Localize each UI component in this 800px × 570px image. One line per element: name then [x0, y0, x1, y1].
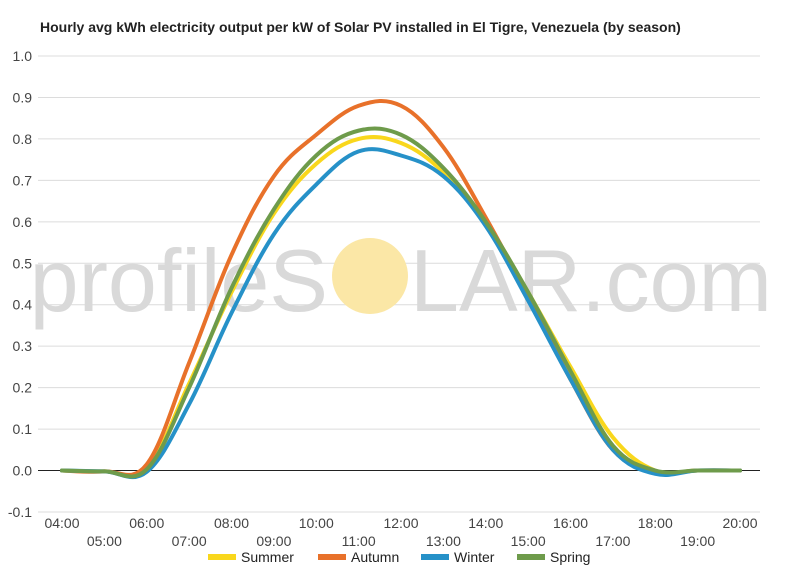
y-tick-label: 0.8: [13, 131, 33, 147]
y-tick-label: 0.9: [13, 89, 33, 105]
legend-label: Spring: [550, 549, 591, 565]
legend-item-summer[interactable]: Summer: [208, 549, 294, 565]
y-tick-label: 0.5: [13, 255, 33, 271]
x-tick-label: 04:00: [44, 515, 79, 531]
x-tick-label: 17:00: [595, 533, 630, 548]
y-tick-label: -0.1: [8, 504, 32, 520]
watermark-text-left: profileS: [30, 231, 328, 330]
x-tick-label: 08:00: [214, 515, 249, 531]
y-tick-label: 0.0: [13, 463, 33, 479]
x-tick-label: 12:00: [383, 515, 418, 531]
x-tick-label: 19:00: [680, 533, 715, 548]
legend-item-winter[interactable]: Winter: [421, 549, 494, 565]
x-tick-label: 11:00: [342, 533, 376, 548]
x-tick-label: 15:00: [511, 533, 546, 548]
x-tick-label: 06:00: [129, 515, 164, 531]
x-tick-label: 20:00: [722, 515, 757, 531]
y-tick-label: 0.2: [13, 380, 33, 396]
x-tick-label: 07:00: [172, 533, 207, 548]
y-tick-label: 1.0: [13, 48, 33, 64]
legend-item-autumn[interactable]: Autumn: [318, 549, 399, 565]
legend: Summer Autumn Winter Spring: [0, 549, 800, 569]
gridlines: [38, 55, 760, 513]
legend-swatch: [208, 554, 236, 560]
legend-swatch: [318, 554, 346, 560]
watermark-sun: [332, 238, 408, 314]
series-lines: [60, 98, 742, 480]
x-tick-label: 18:00: [638, 515, 673, 531]
legend-item-spring[interactable]: Spring: [517, 549, 590, 565]
watermark: profileS LAR.com: [30, 231, 772, 330]
y-axis-ticks: -0.1 0.0 0.1 0.2 0.3 0.4 0.5 0.6 0.7 0.8 0.9 1.0: [8, 48, 32, 520]
series-line-spring: [60, 126, 742, 479]
y-tick-label: 0.6: [13, 214, 33, 230]
y-tick-label: 0.4: [13, 297, 33, 313]
x-tick-label: 13:00: [426, 533, 461, 548]
chart-title: Hourly avg kWh electricity output per kW…: [40, 19, 681, 35]
line-chart: profileS LAR.com -0.1 0.0 0.1 0.2 0.3 0.4 0.5 0…: [8, 48, 772, 548]
x-tick-label: 05:00: [87, 533, 122, 548]
legend-swatch: [517, 554, 545, 560]
x-axis-ticks: 04:00 05:00 06:00 07:00 08:00 09:00 10:00 11:00…: [44, 515, 757, 548]
x-tick-label: 10:00: [299, 515, 334, 531]
x-tick-label: 14:00: [468, 515, 503, 531]
series-line-winter: [60, 147, 742, 480]
x-tick-label: 16:00: [553, 515, 588, 531]
legend-label: Winter: [454, 549, 495, 565]
y-tick-label: 0.7: [13, 172, 33, 188]
watermark-text-right: LAR.com: [410, 231, 772, 330]
y-tick-label: 0.1: [13, 421, 33, 437]
legend-swatch: [421, 554, 449, 560]
y-tick-label: 0.3: [13, 338, 33, 354]
legend-label: Summer: [241, 549, 294, 565]
x-tick-label: 09:00: [256, 533, 291, 548]
legend-label: Autumn: [351, 549, 400, 565]
